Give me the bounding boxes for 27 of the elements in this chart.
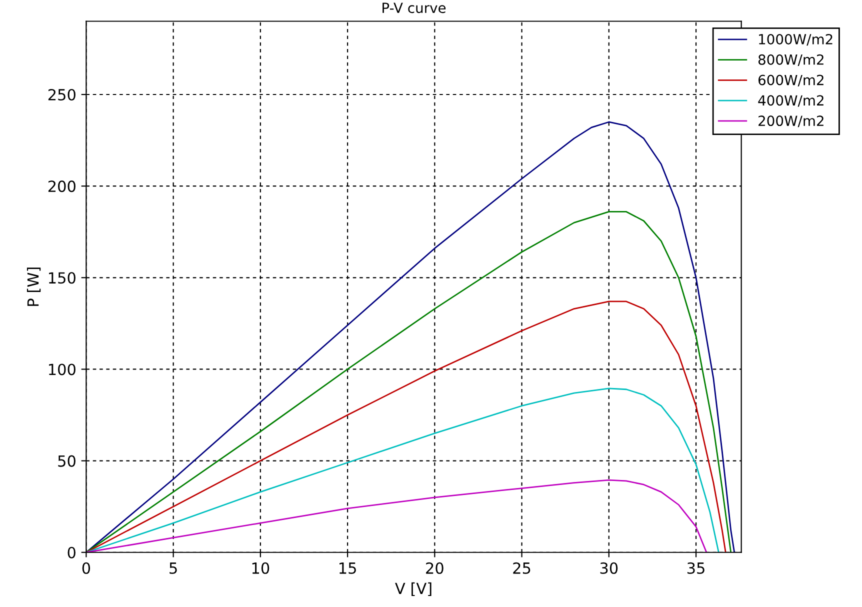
x-tick-label: 35 (687, 562, 704, 574)
line-series (86, 211, 732, 552)
y-tick-label: 250 (48, 88, 76, 101)
line-series (86, 479, 708, 552)
x-tick-label: 10 (252, 562, 270, 574)
line-series (86, 388, 720, 552)
legend-label: 200W/m2 (758, 116, 824, 128)
legend-label: 400W/m2 (758, 95, 824, 107)
y-tick-label: 100 (48, 364, 76, 376)
x-axis-title: V [V] (395, 582, 432, 596)
line-series (86, 121, 736, 552)
x-tick-label: 30 (600, 562, 618, 574)
legend-label: 600W/m2 (758, 74, 824, 86)
y-tick-label: 150 (48, 272, 76, 284)
x-tick-label: 0 (82, 562, 90, 574)
y-axis-title: P [W] (26, 268, 41, 306)
legend-label: 1000W/m2 (759, 34, 832, 46)
x-tick-label: 20 (426, 562, 444, 574)
x-tick-label: 25 (513, 562, 530, 574)
chart-title: P-V curve (382, 2, 446, 14)
legend-label: 800W/m2 (758, 54, 824, 66)
line-series (86, 300, 726, 552)
y-tick-label: 50 (58, 455, 76, 467)
x-tick-label: 15 (340, 562, 356, 574)
y-tick-label: 0 (68, 546, 76, 558)
x-tick-label: 5 (170, 562, 177, 574)
y-tick-label: 200 (48, 180, 76, 192)
